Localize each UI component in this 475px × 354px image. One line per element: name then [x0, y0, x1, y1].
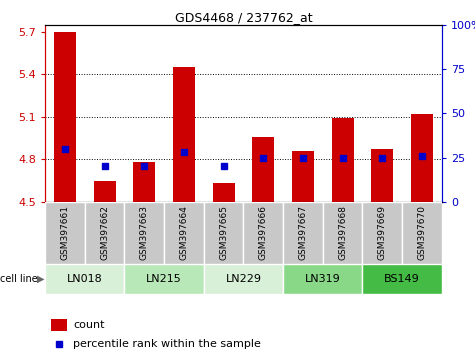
- Bar: [51, 319, 67, 331]
- Bar: [173, 67, 195, 202]
- Text: LN319: LN319: [305, 274, 341, 284]
- Bar: [85, 202, 124, 264]
- Text: ▶: ▶: [37, 274, 44, 284]
- Bar: [283, 264, 362, 294]
- Text: BS149: BS149: [384, 274, 420, 284]
- Bar: [292, 151, 314, 202]
- Bar: [204, 264, 283, 294]
- Text: GSM397663: GSM397663: [140, 205, 149, 260]
- Bar: [362, 202, 402, 264]
- Bar: [204, 202, 243, 264]
- Bar: [164, 202, 204, 264]
- Text: GSM397664: GSM397664: [180, 205, 189, 260]
- Bar: [124, 202, 164, 264]
- Bar: [402, 202, 442, 264]
- Text: GSM397662: GSM397662: [100, 205, 109, 260]
- Bar: [94, 181, 115, 202]
- Bar: [371, 149, 393, 202]
- Text: GSM397666: GSM397666: [259, 205, 268, 260]
- Bar: [411, 114, 433, 202]
- Text: GSM397661: GSM397661: [60, 205, 69, 260]
- Text: count: count: [73, 320, 104, 330]
- Bar: [362, 264, 442, 294]
- Text: GSM397665: GSM397665: [219, 205, 228, 260]
- Text: LN215: LN215: [146, 274, 182, 284]
- Text: GSM397667: GSM397667: [298, 205, 307, 260]
- Text: percentile rank within the sample: percentile rank within the sample: [73, 339, 261, 349]
- Bar: [332, 118, 353, 202]
- Text: GSM397669: GSM397669: [378, 205, 387, 260]
- Title: GDS4468 / 237762_at: GDS4468 / 237762_at: [175, 11, 312, 24]
- Bar: [45, 202, 85, 264]
- Bar: [45, 264, 124, 294]
- Bar: [54, 32, 76, 202]
- Text: GSM397670: GSM397670: [418, 205, 427, 260]
- Text: GSM397668: GSM397668: [338, 205, 347, 260]
- Bar: [124, 264, 204, 294]
- Bar: [283, 202, 323, 264]
- Bar: [133, 162, 155, 202]
- Text: LN229: LN229: [226, 274, 261, 284]
- Bar: [252, 137, 274, 202]
- Bar: [323, 202, 362, 264]
- Text: cell line: cell line: [0, 274, 38, 284]
- Bar: [213, 183, 235, 202]
- Bar: [243, 202, 283, 264]
- Text: LN018: LN018: [67, 274, 103, 284]
